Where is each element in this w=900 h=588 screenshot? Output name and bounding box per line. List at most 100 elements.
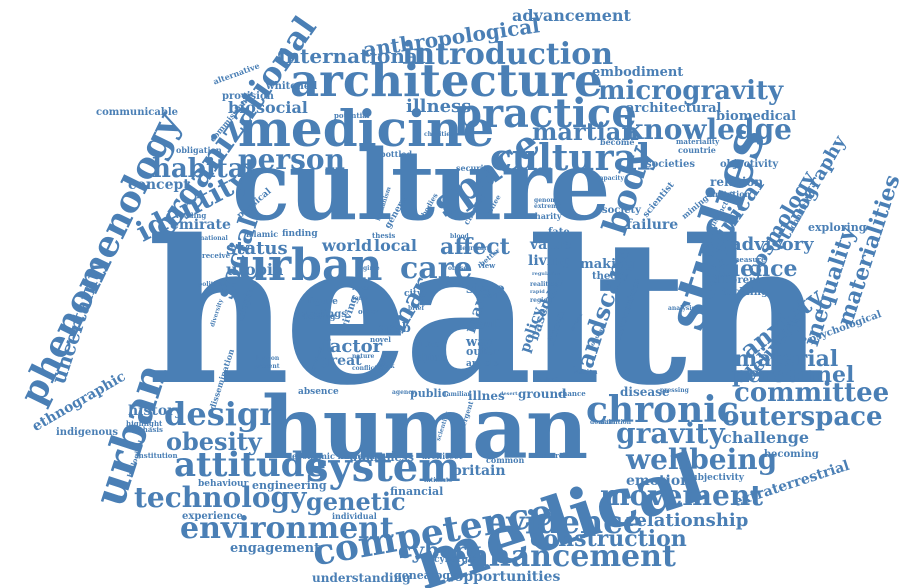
word-technology: technology <box>134 481 307 514</box>
word-attention: attention <box>600 419 632 426</box>
word-construction: construction <box>530 526 687 552</box>
word-obligation: obligation <box>176 145 222 155</box>
word-evidence: evidence <box>486 503 643 541</box>
word-biosocial: biosocial <box>228 98 308 117</box>
word-personnel: personnel <box>732 362 855 388</box>
word-becoming: becoming <box>764 449 819 460</box>
word-exploring: exploring <box>808 221 867 234</box>
word-obese: obese <box>448 265 468 272</box>
word-value: value <box>530 237 572 253</box>
word-enhancement: enhancement <box>448 539 676 574</box>
word-regulation: regulation <box>532 271 562 277</box>
word-attitude: attitude <box>174 445 327 485</box>
word-making: making <box>580 257 635 272</box>
word-science: science <box>706 256 798 282</box>
word-understanding: understanding <box>312 571 411 585</box>
word-theory: theory <box>592 271 629 282</box>
word-affect: affect <box>440 234 510 260</box>
word-awareness: awareness <box>350 451 414 464</box>
word-concept: concept <box>128 177 190 193</box>
word-environment: environment <box>180 511 394 546</box>
word-settings: settings <box>302 309 347 320</box>
word-form: form <box>352 295 369 302</box>
word-genetic: genetic <box>306 487 406 516</box>
word-genealogy: genealogy <box>394 569 457 582</box>
word-communicable: communicable <box>96 107 178 118</box>
word-force: force <box>446 281 464 288</box>
word-agency: agency <box>392 389 416 396</box>
word-analysis: analysis <box>668 305 695 312</box>
word-practice: practice <box>454 90 637 137</box>
word-culture: culture <box>232 129 611 242</box>
word-capacity: capacity <box>596 175 624 182</box>
word-need: need <box>478 291 497 300</box>
word-learn: learn <box>474 245 492 252</box>
word-advancement: advancement <box>512 6 631 25</box>
word-extreme: extreme <box>534 203 562 210</box>
word-chronic: chronic <box>586 389 739 431</box>
word-potential: potential <box>334 111 370 120</box>
word-realities: realities <box>530 281 558 288</box>
word-countrie: countrie <box>678 145 716 155</box>
word-cyborgian: cyborgian <box>434 555 484 565</box>
word-society: society <box>602 205 641 216</box>
word-conflict: conflict <box>352 365 378 372</box>
word-figure: figure <box>308 297 338 307</box>
word-financial: financial <box>390 485 444 498</box>
word-recent: recent <box>352 285 374 292</box>
word-different: different <box>712 275 761 286</box>
word-time: time <box>414 339 440 350</box>
word-engagement: engagement <box>230 541 321 556</box>
word-arab: arab <box>378 321 411 336</box>
word-become: become <box>600 137 635 147</box>
word-subjectivity: subjectivity <box>686 473 744 483</box>
word-security: security <box>456 163 492 173</box>
word-wellbeing: wellbeing <box>626 443 778 476</box>
word-islamic: islamic <box>246 229 279 239</box>
word-public: public <box>410 387 449 400</box>
word-rapid: rapid <box>530 289 545 295</box>
word-outerspace: outerspace <box>722 402 883 432</box>
word-local: local <box>374 236 417 255</box>
word-indigenous: indigenous <box>56 427 119 438</box>
word-measure: measure <box>732 255 766 264</box>
word-chance: chance <box>558 389 586 398</box>
word-other: other <box>358 307 380 316</box>
word-work: work <box>378 363 395 370</box>
word-setting: setting <box>304 311 336 321</box>
word-research: research <box>534 451 569 460</box>
word-receive: receive <box>202 251 231 260</box>
word-tackling: tackling <box>722 287 768 298</box>
word-material: material <box>734 346 839 372</box>
word-desert: desert <box>500 391 518 397</box>
word-highlight: highlight <box>126 419 163 428</box>
word-utopia: utopia <box>226 260 284 279</box>
word-introduction: introduction <box>402 37 614 72</box>
word-disease: disease <box>620 385 670 399</box>
word-cyborg: cyborg <box>398 538 482 564</box>
word-history: history <box>128 403 183 419</box>
word-urban: urban <box>236 240 383 291</box>
word-obesity: obesity <box>166 427 262 456</box>
word-finding: finding <box>282 229 318 239</box>
word-nature: nature <box>352 353 375 360</box>
word-belief: belief <box>538 377 557 384</box>
word-objectivity: objectivity <box>720 159 779 170</box>
word-human: human <box>262 378 588 479</box>
word-article: article <box>466 359 499 369</box>
word-intimate: intimate <box>424 477 453 484</box>
word-advisory: advisory <box>730 234 814 255</box>
word-behaviour: behaviour <box>198 479 249 489</box>
word-regime: regime <box>356 265 380 272</box>
word-genome: genome <box>534 197 561 204</box>
word-britain: britain <box>452 463 506 479</box>
word-health: health <box>146 196 825 429</box>
word-biomedical: biomedical <box>716 109 797 124</box>
word-materiality: materiality <box>676 137 720 146</box>
word-status: status <box>226 238 288 259</box>
word-novel: novel <box>370 335 391 344</box>
word-medicine: medicine <box>238 99 495 158</box>
word-relationship: relationship <box>626 510 749 531</box>
word-emphasis: emphasis <box>126 425 163 434</box>
word-common: common <box>486 455 525 465</box>
